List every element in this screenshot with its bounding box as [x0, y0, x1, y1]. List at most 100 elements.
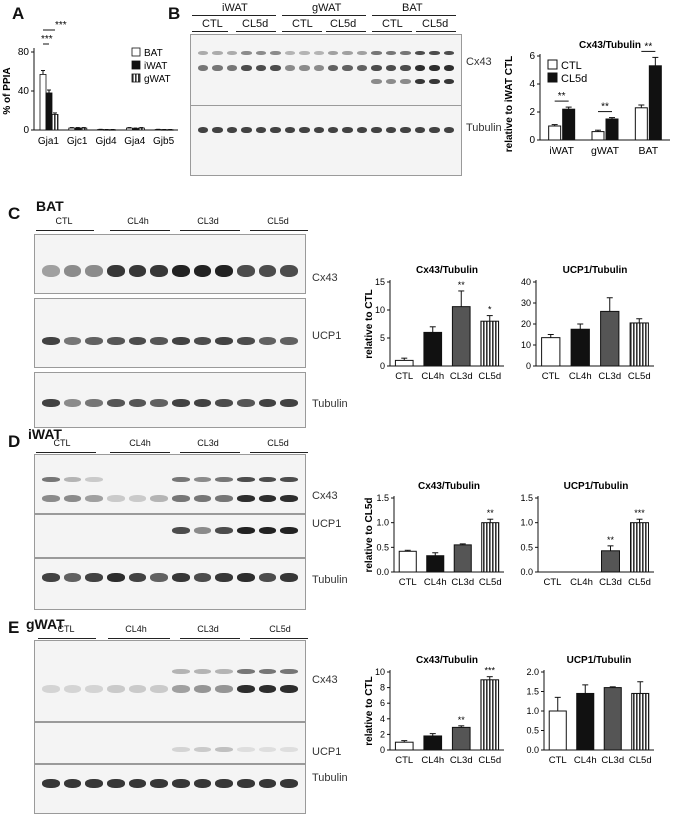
blot-band — [270, 65, 281, 71]
chart-title: Cx43/Tubulin — [416, 655, 478, 666]
y-tick-label: 30 — [521, 298, 531, 308]
cond-label: CL5d — [242, 18, 269, 30]
blot-c-groups: CTL CL4h CL3d CL5d — [34, 214, 310, 236]
blot-label-cx43: Cx43 — [466, 56, 492, 68]
chart-c-ucp1-tubulin: UCP1/Tubulin 0 10 20 30 40 CTL CL4h CL3d CL5d — [521, 265, 654, 382]
x-tick-label: CL5d — [479, 577, 502, 588]
x-tick-label: iWAT — [549, 145, 574, 157]
y-tick-label: 0 — [380, 361, 385, 371]
blot-band — [172, 685, 190, 693]
blot-e-tubulin — [34, 764, 306, 814]
blot-band — [226, 65, 238, 71]
blot-band — [237, 495, 255, 502]
bar — [576, 692, 595, 751]
y-tick-label: 1.5 — [526, 687, 539, 697]
blot-band — [128, 573, 147, 582]
y-tick-label: 80 — [18, 47, 30, 58]
chart-title: UCP1/Tubulin — [564, 481, 629, 492]
blot-band — [85, 685, 103, 693]
tissue-label-iwat: iWAT — [222, 2, 248, 14]
blot-label-tubulin: Tubulin — [466, 122, 502, 134]
blot-b-header: iWAT gWAT BAT CTL CL5d CTL CL5d CTL CL5d — [190, 0, 490, 34]
blot-band — [193, 747, 212, 752]
bar — [631, 692, 650, 751]
blot-band — [63, 685, 82, 693]
blot-band — [284, 65, 296, 71]
blot-band — [193, 399, 212, 407]
blot-band — [226, 51, 238, 55]
blot-band — [237, 779, 255, 788]
blot-band — [280, 477, 298, 482]
blot-band — [198, 127, 209, 133]
bar — [426, 555, 445, 573]
blot-band — [107, 779, 125, 788]
group-line — [192, 31, 228, 32]
legend-swatch — [547, 72, 558, 83]
blot-band — [212, 127, 223, 133]
x-tick-label: CL3d — [599, 577, 622, 588]
significance-label: ** — [458, 280, 466, 290]
blot-band — [241, 51, 252, 55]
blot-band — [270, 127, 281, 133]
x-tick-label: CL5d — [628, 371, 651, 382]
x-tick-label: BAT — [639, 145, 659, 157]
blot-band — [255, 51, 267, 55]
bar-cl5d — [605, 118, 619, 141]
blot-label-ucp1: UCP1 — [312, 330, 342, 342]
blot-band — [172, 337, 190, 345]
blot-band — [193, 669, 212, 674]
chart-title: Cx43/Tubulin — [416, 265, 478, 276]
tissue-label-gwat: gWAT — [312, 2, 342, 14]
y-tick-label: 8 — [380, 683, 385, 693]
bar-ctl — [591, 131, 605, 141]
blot-band — [414, 65, 426, 71]
x-tick-label: CL5d — [478, 755, 501, 766]
blot-band — [313, 51, 324, 55]
blot-band — [280, 747, 298, 752]
group-line — [180, 452, 240, 453]
blot-e-groups: CTL CL4h CL3d CL5d — [34, 622, 310, 644]
bar-bat — [39, 74, 47, 131]
blot-band — [172, 779, 190, 788]
legend-swatch — [131, 60, 141, 70]
blot-band — [400, 65, 411, 71]
blot-band — [299, 65, 310, 71]
chart-title: Cx43/Tubulin — [418, 481, 480, 492]
blot-band — [414, 127, 426, 133]
y-tick-label: 1.0 — [520, 518, 533, 528]
y-tick-label: 0.5 — [520, 542, 533, 552]
blot-band — [237, 399, 255, 407]
blot-band — [342, 51, 353, 55]
blot-band — [42, 495, 60, 502]
group-line — [108, 638, 170, 639]
bar-bat — [126, 127, 133, 131]
blot-band — [215, 337, 233, 345]
blot-band — [212, 65, 223, 71]
y-tick-label: 0 — [529, 135, 535, 146]
x-tick-label: CTL — [395, 755, 413, 766]
blot-band — [400, 51, 411, 55]
blot-band — [128, 337, 147, 345]
group-line — [38, 638, 96, 639]
blot-band — [284, 127, 296, 133]
y-tick-label: 0.5 — [376, 542, 389, 552]
blot-band — [150, 685, 168, 693]
blot-band — [226, 127, 238, 133]
y-axis-label: relative to CTL — [364, 289, 375, 358]
blot-band — [258, 573, 277, 582]
blot-b-image — [190, 34, 462, 176]
blot-d-cx43 — [34, 454, 306, 514]
legend-label: iWAT — [144, 61, 167, 72]
blot-label-tubulin: Tubulin — [312, 772, 348, 784]
bar — [480, 320, 500, 367]
tissue-title: iWAT — [28, 426, 62, 442]
bar-bat — [68, 127, 76, 131]
group-label: CL5d — [267, 438, 289, 448]
blot-band — [107, 337, 125, 345]
x-tick-label: CL3d — [601, 755, 624, 766]
blot-band — [342, 127, 353, 133]
y-axis-label: relative to CL5d — [364, 497, 375, 572]
blot-band — [107, 399, 125, 407]
blot-d-tubulin — [34, 558, 306, 610]
significance-label: *** — [55, 20, 67, 31]
